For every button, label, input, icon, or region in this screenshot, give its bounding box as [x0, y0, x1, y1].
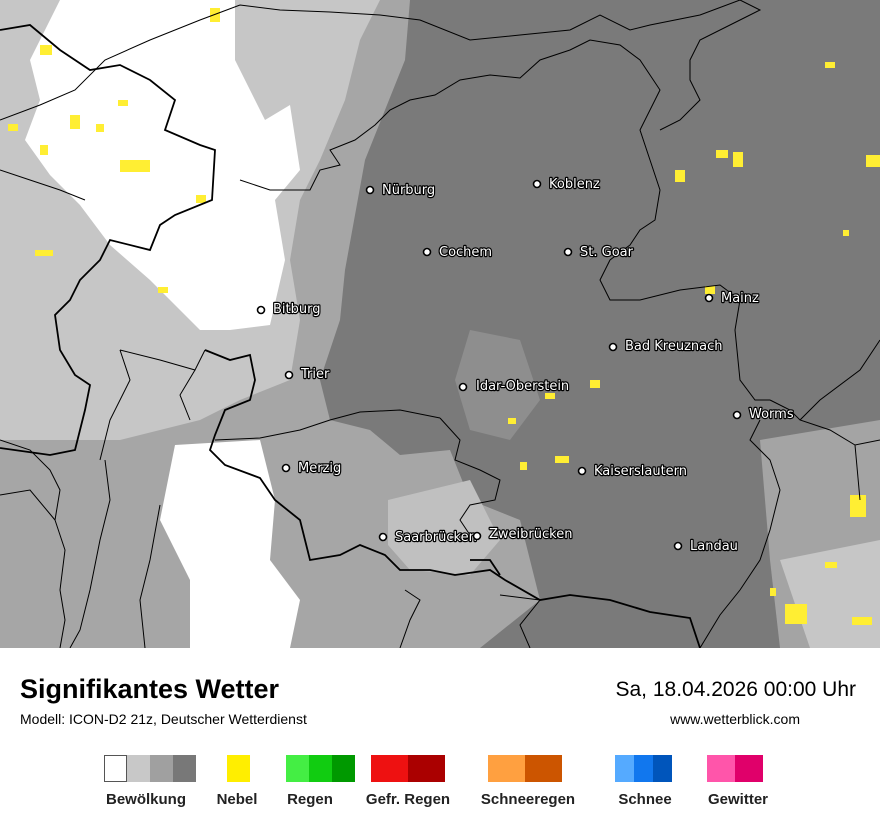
- website-link[interactable]: www.wetterblick.com: [670, 711, 800, 727]
- legend-label-nebel: Nebel: [216, 791, 258, 808]
- city-koblenz: Koblenz: [532, 176, 601, 193]
- city-label: Trier: [300, 367, 330, 382]
- legend-swatch: [653, 755, 672, 782]
- city-bitburg: Bitburg: [256, 301, 322, 318]
- city-label: Saarbrücken: [395, 530, 477, 545]
- legend-swatch: [173, 755, 196, 782]
- legend-label-gefr-regen: Gefr. Regen: [365, 791, 451, 808]
- city-trier: Trier: [284, 366, 331, 383]
- borders: [0, 0, 880, 648]
- legend-swatch: [525, 755, 562, 782]
- legend-label-gewitter: Gewitter: [707, 791, 769, 808]
- clear-area-south: [160, 440, 300, 648]
- legend-swatch: [615, 755, 634, 782]
- legend-swatch: [309, 755, 332, 782]
- legend-swatch: [707, 755, 735, 782]
- map-title: Signifikantes Wetter: [20, 674, 280, 704]
- legend-swatch: [371, 755, 408, 782]
- city-label: Worms: [749, 407, 794, 422]
- city-label: Cochem: [439, 245, 492, 260]
- legend-gefr-regen: [371, 755, 445, 782]
- fog-specks: [8, 8, 880, 625]
- legend-swatch: [735, 755, 763, 782]
- city-label: Mainz: [721, 291, 759, 306]
- city-cochem: Cochem: [422, 244, 493, 261]
- cloud-patch-idar: [455, 330, 540, 440]
- city-label: Kaiserslautern: [594, 464, 687, 479]
- city-bad-kreuznach: Bad Kreuznach: [608, 338, 724, 355]
- weather-map: Nürburg Koblenz Cochem St. Goar Mainz Bi…: [0, 0, 880, 648]
- city-merzig: Merzig: [281, 460, 342, 477]
- footer: Signifikantes Wetter Modell: ICON-D2 21z…: [0, 648, 880, 830]
- city-nuerburg: Nürburg: [365, 182, 436, 199]
- city-label: Bad Kreuznach: [625, 339, 723, 354]
- city-label: Merzig: [298, 461, 341, 476]
- legend-swatch: [150, 755, 173, 782]
- legend-swatch: [408, 755, 445, 782]
- city-label: Nürburg: [382, 183, 435, 198]
- city-kaiserslautern: Kaiserslautern: [577, 463, 688, 480]
- cloud-patch-zweibruecken: [388, 480, 500, 575]
- legend-label-regen: Regen: [287, 791, 333, 808]
- legend-swatch: [634, 755, 653, 782]
- legend-swatch: [127, 755, 150, 782]
- city-saarbruecken: Saarbrücken: [378, 529, 478, 546]
- city-zweibruecken: Zweibrücken: [472, 526, 574, 543]
- city-label: St. Goar: [580, 245, 634, 260]
- legend-label-schnee: Schnee: [618, 791, 672, 808]
- legend-label-schneeregen: Schneeregen: [480, 791, 576, 808]
- city-st-goar: St. Goar: [563, 244, 635, 261]
- city-label: Zweibrücken: [489, 527, 572, 542]
- city-label: Koblenz: [549, 177, 600, 192]
- city-worms: Worms: [732, 406, 795, 423]
- city-idar-oberstein: Idar-Oberstein: [458, 378, 570, 395]
- legend-swatch: [104, 755, 127, 782]
- city-label: Landau: [690, 539, 738, 554]
- legend-bewoelkung: [104, 755, 196, 782]
- city-landau: Landau: [673, 538, 739, 555]
- legend-schnee: [615, 755, 672, 782]
- legend-label-bewoelkung: Bewölkung: [105, 791, 187, 808]
- legend-gewitter: [707, 755, 763, 782]
- legend-schneeregen: [488, 755, 562, 782]
- model-info: Modell: ICON-D2 21z, Deutscher Wetterdie…: [20, 711, 307, 727]
- city-label: Bitburg: [273, 302, 321, 317]
- legend-nebel: [227, 755, 250, 782]
- legend-regen: [286, 755, 355, 782]
- legend-swatch: [227, 755, 250, 782]
- legend-swatch: [488, 755, 525, 782]
- legend-swatch: [332, 755, 355, 782]
- city-label: Idar-Oberstein: [476, 379, 569, 394]
- legend-swatch: [286, 755, 309, 782]
- clear-area-north: [25, 0, 300, 330]
- forecast-datetime: Sa, 18.04.2026 00:00 Uhr: [615, 678, 856, 701]
- city-mainz: Mainz: [704, 290, 760, 307]
